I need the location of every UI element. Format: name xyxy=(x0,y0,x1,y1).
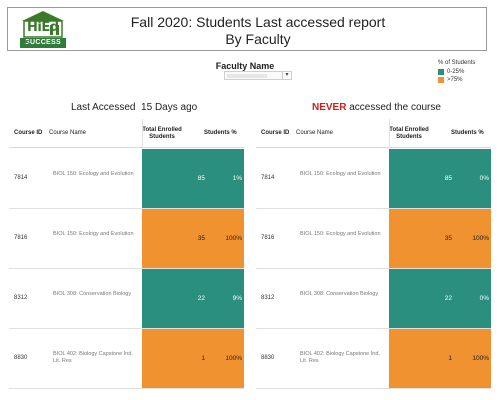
column-header-line: Students xyxy=(396,134,422,140)
students-percent: 9% xyxy=(232,295,242,302)
course-name: BIOL 308: Conservation Biology xyxy=(300,291,379,297)
table-row[interactable]: 8830 BIOL 402: Biology Capstone Ind. Lit.… xyxy=(9,329,244,389)
legend-item-high[interactable]: >75% xyxy=(438,77,498,83)
enrolled-count: 85 xyxy=(197,175,205,182)
course-id: 8830 xyxy=(261,355,275,361)
column-header-course-name[interactable]: Course Name xyxy=(296,130,334,136)
logo-banner: SUCCESS xyxy=(20,38,66,48)
course-id: 8312 xyxy=(261,295,275,301)
enrolled-count: 85 xyxy=(444,175,452,182)
column-header-line: Total Enrolled xyxy=(142,127,182,133)
section-title-prefix: Last Accessed xyxy=(71,102,136,113)
hied-success-logo: HiEd SUCCESS xyxy=(16,9,70,49)
mouse-cursor-icon: ↖ xyxy=(24,38,33,49)
percent-band-cell[interactable] xyxy=(389,329,491,388)
course-name: BIOL 402: Biology Capstone Ind. Lit. Res xyxy=(53,351,133,364)
column-header-line: Total Enrolled xyxy=(389,127,429,133)
course-name: BIOL 402: Biology Capstone Ind. Lit. Res xyxy=(300,351,380,364)
table-row[interactable]: 8312 BIOL 308: Conservation Biology 22 0% xyxy=(256,269,491,329)
table-header: Course ID Course Name Total Enrolled Studen… xyxy=(9,119,244,148)
enrolled-count: 1 xyxy=(201,355,205,362)
percent-band-cell[interactable] xyxy=(389,149,491,208)
course-name: BIOL 150: Ecology and Evolution xyxy=(300,231,381,237)
never-accessed-section-title: NEVER accessed the course xyxy=(312,102,441,113)
last-accessed-section-title: Last Accessed 15 Days ago xyxy=(71,102,197,113)
table-header: Course ID Course Name Total Enrolled Studen… xyxy=(256,119,491,148)
students-percent: 100% xyxy=(472,355,489,362)
school-building-icon xyxy=(22,11,64,38)
students-percent: 0% xyxy=(479,175,489,182)
course-name: BIOL 308: Conservation Biology xyxy=(53,291,132,297)
column-header-students-pct[interactable]: Students % xyxy=(451,130,484,136)
legend-item-low[interactable]: 0-25% xyxy=(438,69,498,75)
color-legend: % of Students 0-25% >75% xyxy=(438,60,498,85)
enrolled-count: 35 xyxy=(197,235,205,242)
table-row[interactable]: 7814 BIOL 150: Ecology and Evolution 85 0% xyxy=(256,149,491,209)
course-id: 8830 xyxy=(14,355,28,361)
students-percent: 100% xyxy=(472,235,489,242)
students-percent: 100% xyxy=(225,235,242,242)
students-percent: 0% xyxy=(479,295,489,302)
column-header-course-id[interactable]: Course ID xyxy=(14,130,43,136)
section-title-suffix: 15 Days ago xyxy=(141,102,198,113)
percent-band-cell[interactable] xyxy=(389,269,491,328)
course-name: BIOL 150: Ecology and Evolution xyxy=(300,171,381,177)
percent-band-cell[interactable] xyxy=(142,269,244,328)
legend-label: >75% xyxy=(447,77,463,83)
chevron-down-icon[interactable]: ▾ xyxy=(282,72,291,79)
faculty-name-dropdown[interactable]: ▾ xyxy=(224,71,292,80)
faculty-name-redacted-value xyxy=(227,74,267,78)
never-emphasis: NEVER xyxy=(312,102,347,113)
column-header-line: Students xyxy=(149,134,175,140)
percent-band-cell[interactable] xyxy=(142,209,244,268)
legend-swatch xyxy=(438,69,444,75)
title-line-2: By Faculty xyxy=(225,31,291,47)
enrolled-count: 1 xyxy=(448,355,452,362)
percent-band-cell[interactable] xyxy=(142,329,244,388)
column-header-total-enrolled[interactable]: Total Enrolled Students xyxy=(389,127,429,141)
percent-band-cell[interactable] xyxy=(142,149,244,208)
course-name: BIOL 150: Ecology and Evolution xyxy=(53,171,134,177)
column-header-students-pct[interactable]: Students % xyxy=(204,130,237,136)
legend-swatch xyxy=(438,77,444,83)
students-percent: 1% xyxy=(232,175,242,182)
table-row[interactable]: 7816 BIOL 150: Ecology and Evolution 35 100… xyxy=(9,209,244,269)
enrolled-count: 22 xyxy=(197,295,205,302)
course-name: BIOL 150: Ecology and Evolution xyxy=(53,231,134,237)
table-row[interactable]: 8312 BIOL 308: Conservation Biology 22 9% xyxy=(9,269,244,329)
course-id: 7816 xyxy=(14,235,28,241)
title-line-1: Fall 2020: Students Last accessed report xyxy=(130,14,386,30)
course-id: 7816 xyxy=(261,235,275,241)
logo-wordmark: HiEd xyxy=(27,20,59,35)
table-row[interactable]: 8830 BIOL 402: Biology Capstone Ind. Lit.… xyxy=(256,329,491,389)
legend-title: % of Students xyxy=(438,60,476,66)
report-header: HiEd SUCCESS ↖ Fall 2020: Students Last … xyxy=(7,7,487,51)
never-accessed-table: Course ID Course Name Total Enrolled Studen… xyxy=(256,119,491,390)
column-header-total-enrolled[interactable]: Total Enrolled Students xyxy=(142,127,182,141)
legend-label: 0-25% xyxy=(447,69,465,75)
course-id: 7814 xyxy=(261,175,275,181)
last-accessed-table: Course ID Course Name Total Enrolled Studen… xyxy=(9,119,244,390)
enrolled-count: 22 xyxy=(444,295,452,302)
course-id: 7814 xyxy=(14,175,28,181)
percent-band-cell[interactable] xyxy=(389,209,491,268)
students-percent: 100% xyxy=(225,355,242,362)
column-header-course-id[interactable]: Course ID xyxy=(261,130,290,136)
enrolled-count: 35 xyxy=(444,235,452,242)
section-title-rest: accessed the course xyxy=(349,102,441,113)
table-row[interactable]: 7816 BIOL 150: Ecology and Evolution 35 100… xyxy=(256,209,491,269)
column-header-course-name[interactable]: Course Name xyxy=(49,130,87,136)
course-id: 8312 xyxy=(14,295,28,301)
faculty-filter-label: Faculty Name xyxy=(215,61,275,71)
page-title: Fall 2020: Students Last accessed report… xyxy=(128,14,388,48)
table-row[interactable]: 7814 BIOL 150: Ecology and Evolution 85 1% xyxy=(9,149,244,209)
